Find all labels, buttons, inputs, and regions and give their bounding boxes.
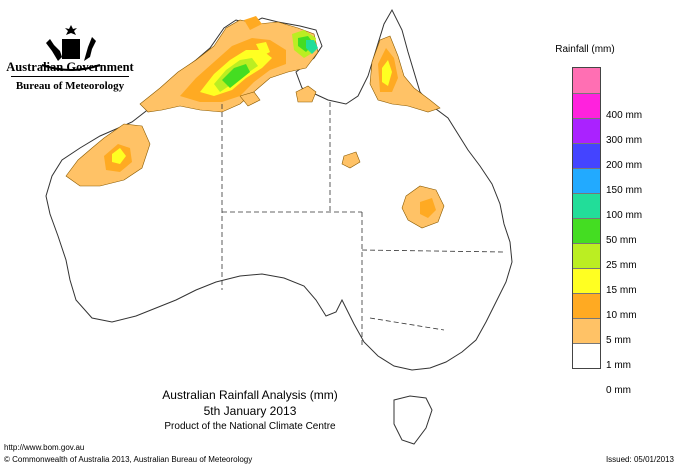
legend-label: 5 mm	[606, 335, 631, 346]
legend-title: Rainfall (mm)	[555, 44, 615, 55]
legend-label: 200 mm	[606, 160, 643, 171]
legend-swatch	[573, 68, 600, 93]
legend-label: 50 mm	[606, 235, 637, 246]
legend-swatch	[573, 218, 600, 243]
legend-label: 15 mm	[606, 285, 637, 296]
legend-label: 0 mm	[606, 385, 631, 396]
agency-name: Bureau of Meteorology	[15, 80, 125, 92]
legend-swatch	[573, 168, 600, 193]
legend-label: 1 mm	[606, 360, 631, 371]
legend-swatch	[573, 243, 600, 268]
legend-swatch	[573, 93, 600, 118]
rainfall-legend	[572, 67, 601, 369]
legend-swatch	[573, 193, 600, 218]
map-title: Australian Rainfall Analysis (mm)	[162, 388, 338, 402]
legend-swatch	[573, 293, 600, 318]
state-borders	[221, 102, 505, 346]
government-name: Australian Government	[6, 60, 134, 74]
legend-swatch	[573, 268, 600, 293]
website-link[interactable]: http://www.bom.gov.au	[4, 443, 85, 452]
legend-swatch	[573, 118, 600, 143]
legend-label: 300 mm	[606, 135, 643, 146]
legend-label: 150 mm	[606, 185, 643, 196]
header-divider	[11, 76, 129, 77]
rainfall-band-50mm	[306, 40, 318, 54]
legend-label: 100 mm	[606, 210, 643, 221]
legend-swatch	[573, 318, 600, 343]
copyright-text: © Commonwealth of Australia 2013, Austra…	[4, 455, 253, 464]
legend-swatch	[573, 143, 600, 168]
map-product: Product of the National Climate Centre	[164, 421, 336, 432]
coat-of-arms-icon	[41, 25, 101, 71]
tasmania-outline	[393, 395, 433, 445]
map-date: 5th January 2013	[203, 404, 297, 418]
legend-label: 10 mm	[606, 310, 637, 321]
legend-swatch	[573, 343, 600, 368]
issued-date: Issued: 05/01/2013	[605, 455, 674, 464]
legend-label: 400 mm	[606, 110, 643, 121]
legend-label: 25 mm	[606, 260, 637, 271]
